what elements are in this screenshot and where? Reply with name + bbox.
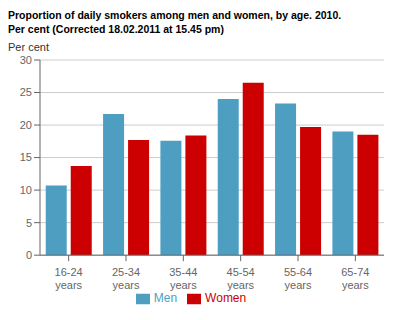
svg-text:55-64years: 55-64years xyxy=(284,266,312,291)
svg-text:45-54years: 45-54years xyxy=(227,266,255,291)
svg-text:65-74years: 65-74years xyxy=(341,266,369,291)
html-text:Per cent (Corrected 18.02.2011: Per cent (Corrected 18.02.2011 at 15.45 … xyxy=(8,23,224,35)
svg-text:5: 5 xyxy=(26,217,32,229)
svg-text:25: 25 xyxy=(20,86,32,98)
svg-text:10: 10 xyxy=(20,184,32,196)
svg-text:30: 30 xyxy=(20,54,32,66)
svg-text:0: 0 xyxy=(26,249,32,261)
svg-text:25-34years: 25-34years xyxy=(112,266,140,291)
html-text:Women: Women xyxy=(205,291,247,306)
svg-text:20: 20 xyxy=(20,119,32,131)
html-text:Men: Men xyxy=(153,291,178,306)
html-text:Proportion of daily smokers am: Proportion of daily smokers among men an… xyxy=(8,9,342,21)
html-text:Per cent: Per cent xyxy=(8,41,49,53)
svg-text:16-24years: 16-24years xyxy=(55,266,83,291)
svg-text:15: 15 xyxy=(20,151,32,163)
svg-text:35-44years: 35-44years xyxy=(169,266,197,291)
